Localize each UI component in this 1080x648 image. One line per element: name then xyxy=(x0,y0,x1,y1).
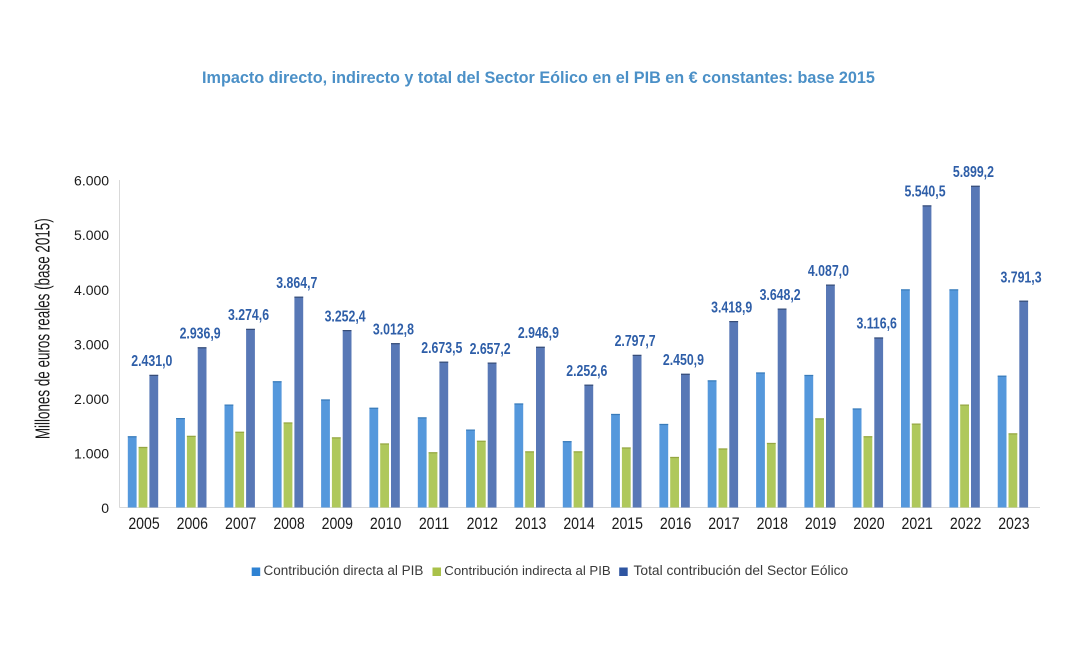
svg-text:0: 0 xyxy=(101,500,109,516)
svg-text:2006: 2006 xyxy=(177,515,208,533)
svg-text:2.673,5: 2.673,5 xyxy=(421,339,462,357)
svg-text:5.540,5: 5.540,5 xyxy=(904,183,945,201)
svg-text:3.000: 3.000 xyxy=(74,336,109,352)
svg-text:2021: 2021 xyxy=(902,515,933,533)
svg-text:2013: 2013 xyxy=(515,515,546,533)
svg-text:2008: 2008 xyxy=(273,515,304,533)
svg-text:2.252,6: 2.252,6 xyxy=(566,362,607,380)
svg-text:2.431,0: 2.431,0 xyxy=(131,353,172,371)
svg-text:Impacto directo, indirecto y t: Impacto directo, indirecto y total del S… xyxy=(202,69,875,87)
svg-text:2023: 2023 xyxy=(998,515,1029,533)
svg-text:2012: 2012 xyxy=(467,515,498,533)
svg-text:Contribución indirecta al PIB: Contribución indirecta al PIB xyxy=(444,563,611,578)
svg-text:2011: 2011 xyxy=(419,515,449,533)
svg-text:2005: 2005 xyxy=(128,515,160,533)
svg-text:1.000: 1.000 xyxy=(74,445,109,461)
svg-text:2.946,9: 2.946,9 xyxy=(518,325,559,343)
svg-text:4.087,0: 4.087,0 xyxy=(808,262,849,280)
svg-text:2.450,9: 2.450,9 xyxy=(663,352,704,370)
svg-text:3.791,3: 3.791,3 xyxy=(1000,269,1041,287)
svg-text:5.000: 5.000 xyxy=(74,227,109,243)
svg-text:2017: 2017 xyxy=(708,515,739,533)
svg-text:2.000: 2.000 xyxy=(74,391,109,407)
svg-text:2.797,7: 2.797,7 xyxy=(615,333,656,351)
svg-text:Contribución directa al PIB: Contribución directa al PIB xyxy=(264,563,424,578)
svg-text:2010: 2010 xyxy=(370,515,402,533)
svg-text:2016: 2016 xyxy=(660,515,691,533)
svg-text:4.000: 4.000 xyxy=(74,282,109,298)
svg-text:3.864,7: 3.864,7 xyxy=(276,274,317,292)
svg-text:6.000: 6.000 xyxy=(74,173,109,189)
svg-text:2007: 2007 xyxy=(225,515,256,533)
svg-text:Total contribución del Sector: Total contribución del Sector Eólico xyxy=(634,563,849,578)
svg-text:2020: 2020 xyxy=(853,515,885,533)
svg-text:2009: 2009 xyxy=(322,515,353,533)
svg-text:3.648,2: 3.648,2 xyxy=(760,286,801,304)
svg-text:3.012,8: 3.012,8 xyxy=(373,321,414,339)
svg-text:2.936,9: 2.936,9 xyxy=(180,325,221,343)
svg-text:3.116,6: 3.116,6 xyxy=(857,315,897,333)
svg-text:2.657,2: 2.657,2 xyxy=(470,340,511,358)
svg-text:Millones de euros reales (base: Millones de euros reales (base 2015) xyxy=(32,218,54,439)
svg-text:2015: 2015 xyxy=(612,515,644,533)
svg-text:5.899,2: 5.899,2 xyxy=(953,164,994,182)
svg-text:3.274,6: 3.274,6 xyxy=(228,307,269,325)
svg-text:2014: 2014 xyxy=(563,515,595,533)
svg-text:2022: 2022 xyxy=(950,515,981,533)
svg-text:3.418,9: 3.418,9 xyxy=(711,299,752,317)
svg-text:2018: 2018 xyxy=(757,515,788,533)
svg-text:2019: 2019 xyxy=(805,515,836,533)
svg-text:3.252,4: 3.252,4 xyxy=(325,308,366,326)
